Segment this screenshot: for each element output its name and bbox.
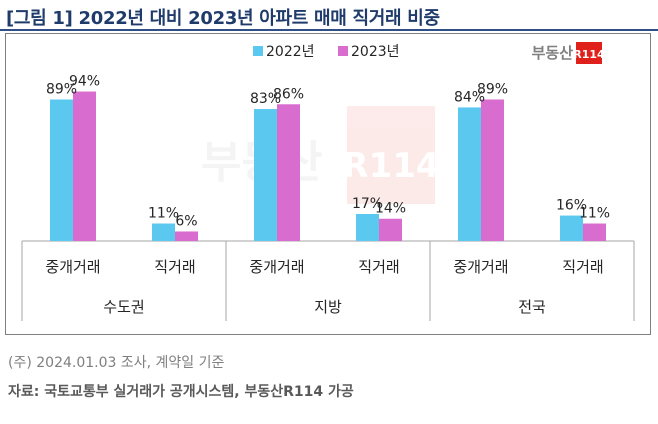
bar-수도권-직거래-2023년: [175, 231, 198, 241]
data-label: 84%: [454, 89, 485, 105]
footer-note: (주) 2024.01.03 조사, 계약일 기준: [8, 355, 225, 371]
legend-swatch-2022: [253, 46, 263, 56]
category-label: 직거래: [154, 258, 195, 276]
labels-layer: 89%94%중개거래11%6%직거래수도권83%86%중개거래17%14%직거래…: [45, 74, 610, 316]
data-label: 16%: [556, 198, 587, 214]
brand-logo-text: 부동산: [532, 44, 574, 62]
data-label: 11%: [579, 206, 610, 222]
data-label: 89%: [46, 81, 77, 97]
data-label: 89%: [477, 81, 508, 97]
footer-source: 자료: 국토교통부 실거래가 공개시스템, 부동산R114 가공: [8, 384, 354, 400]
legend: 2022년 2023년: [253, 44, 400, 60]
bar-지방-중개거래-2022년: [254, 109, 277, 241]
data-label: 83%: [250, 91, 281, 107]
legend-swatch-2023: [338, 46, 348, 56]
bar-수도권-중개거래-2023년: [73, 91, 96, 241]
group-label: 전국: [518, 298, 546, 316]
watermark: 부동산 R114: [201, 106, 440, 204]
bar-전국-중개거래-2023년: [481, 99, 504, 242]
legend-label-2022: 2022년: [266, 44, 315, 60]
data-label: 94%: [69, 74, 100, 90]
data-label: 86%: [273, 86, 304, 102]
category-label: 직거래: [562, 258, 603, 276]
category-label: 중개거래: [249, 258, 304, 276]
bars-layer: [50, 91, 606, 242]
brand-logo-badge-text: R114: [573, 48, 605, 61]
bar-전국-직거래-2022년: [560, 215, 583, 241]
group-label: 수도권: [103, 298, 144, 316]
chart-frame: 부동산 R114 부동산 R114 2022년 2023년 89%94%중개거래…: [5, 33, 651, 335]
watermark-badge-text: R114: [342, 146, 439, 186]
data-label: 11%: [148, 206, 179, 222]
brand-logo-badge: [576, 42, 602, 64]
bar-chart: 부동산 R114 부동산 R114 2022년 2023년 89%94%중개거래…: [21, 42, 635, 321]
data-label: 14%: [375, 201, 406, 217]
brand-logo: 부동산 R114: [532, 42, 605, 64]
category-label: 직거래: [358, 258, 399, 276]
data-label: 6%: [175, 213, 197, 229]
category-label: 중개거래: [45, 258, 100, 276]
data-label: 17%: [352, 196, 383, 212]
title-rule: [0, 29, 658, 31]
bar-지방-직거래-2023년: [379, 218, 402, 241]
bar-전국-중개거래-2022년: [458, 107, 481, 241]
group-label: 지방: [314, 298, 342, 316]
watermark-badge-box: [347, 106, 435, 204]
legend-label-2023: 2023년: [351, 44, 400, 60]
bar-수도권-직거래-2022년: [152, 223, 175, 241]
bar-전국-직거래-2023년: [583, 223, 606, 241]
bar-지방-중개거래-2023년: [277, 104, 300, 241]
category-label: 중개거래: [453, 258, 508, 276]
page-title: [그림 1] 2022년 대비 2023년 아파트 매매 직거래 비중: [6, 8, 440, 29]
bar-수도권-중개거래-2022년: [50, 99, 73, 242]
bar-지방-직거래-2022년: [356, 213, 379, 241]
